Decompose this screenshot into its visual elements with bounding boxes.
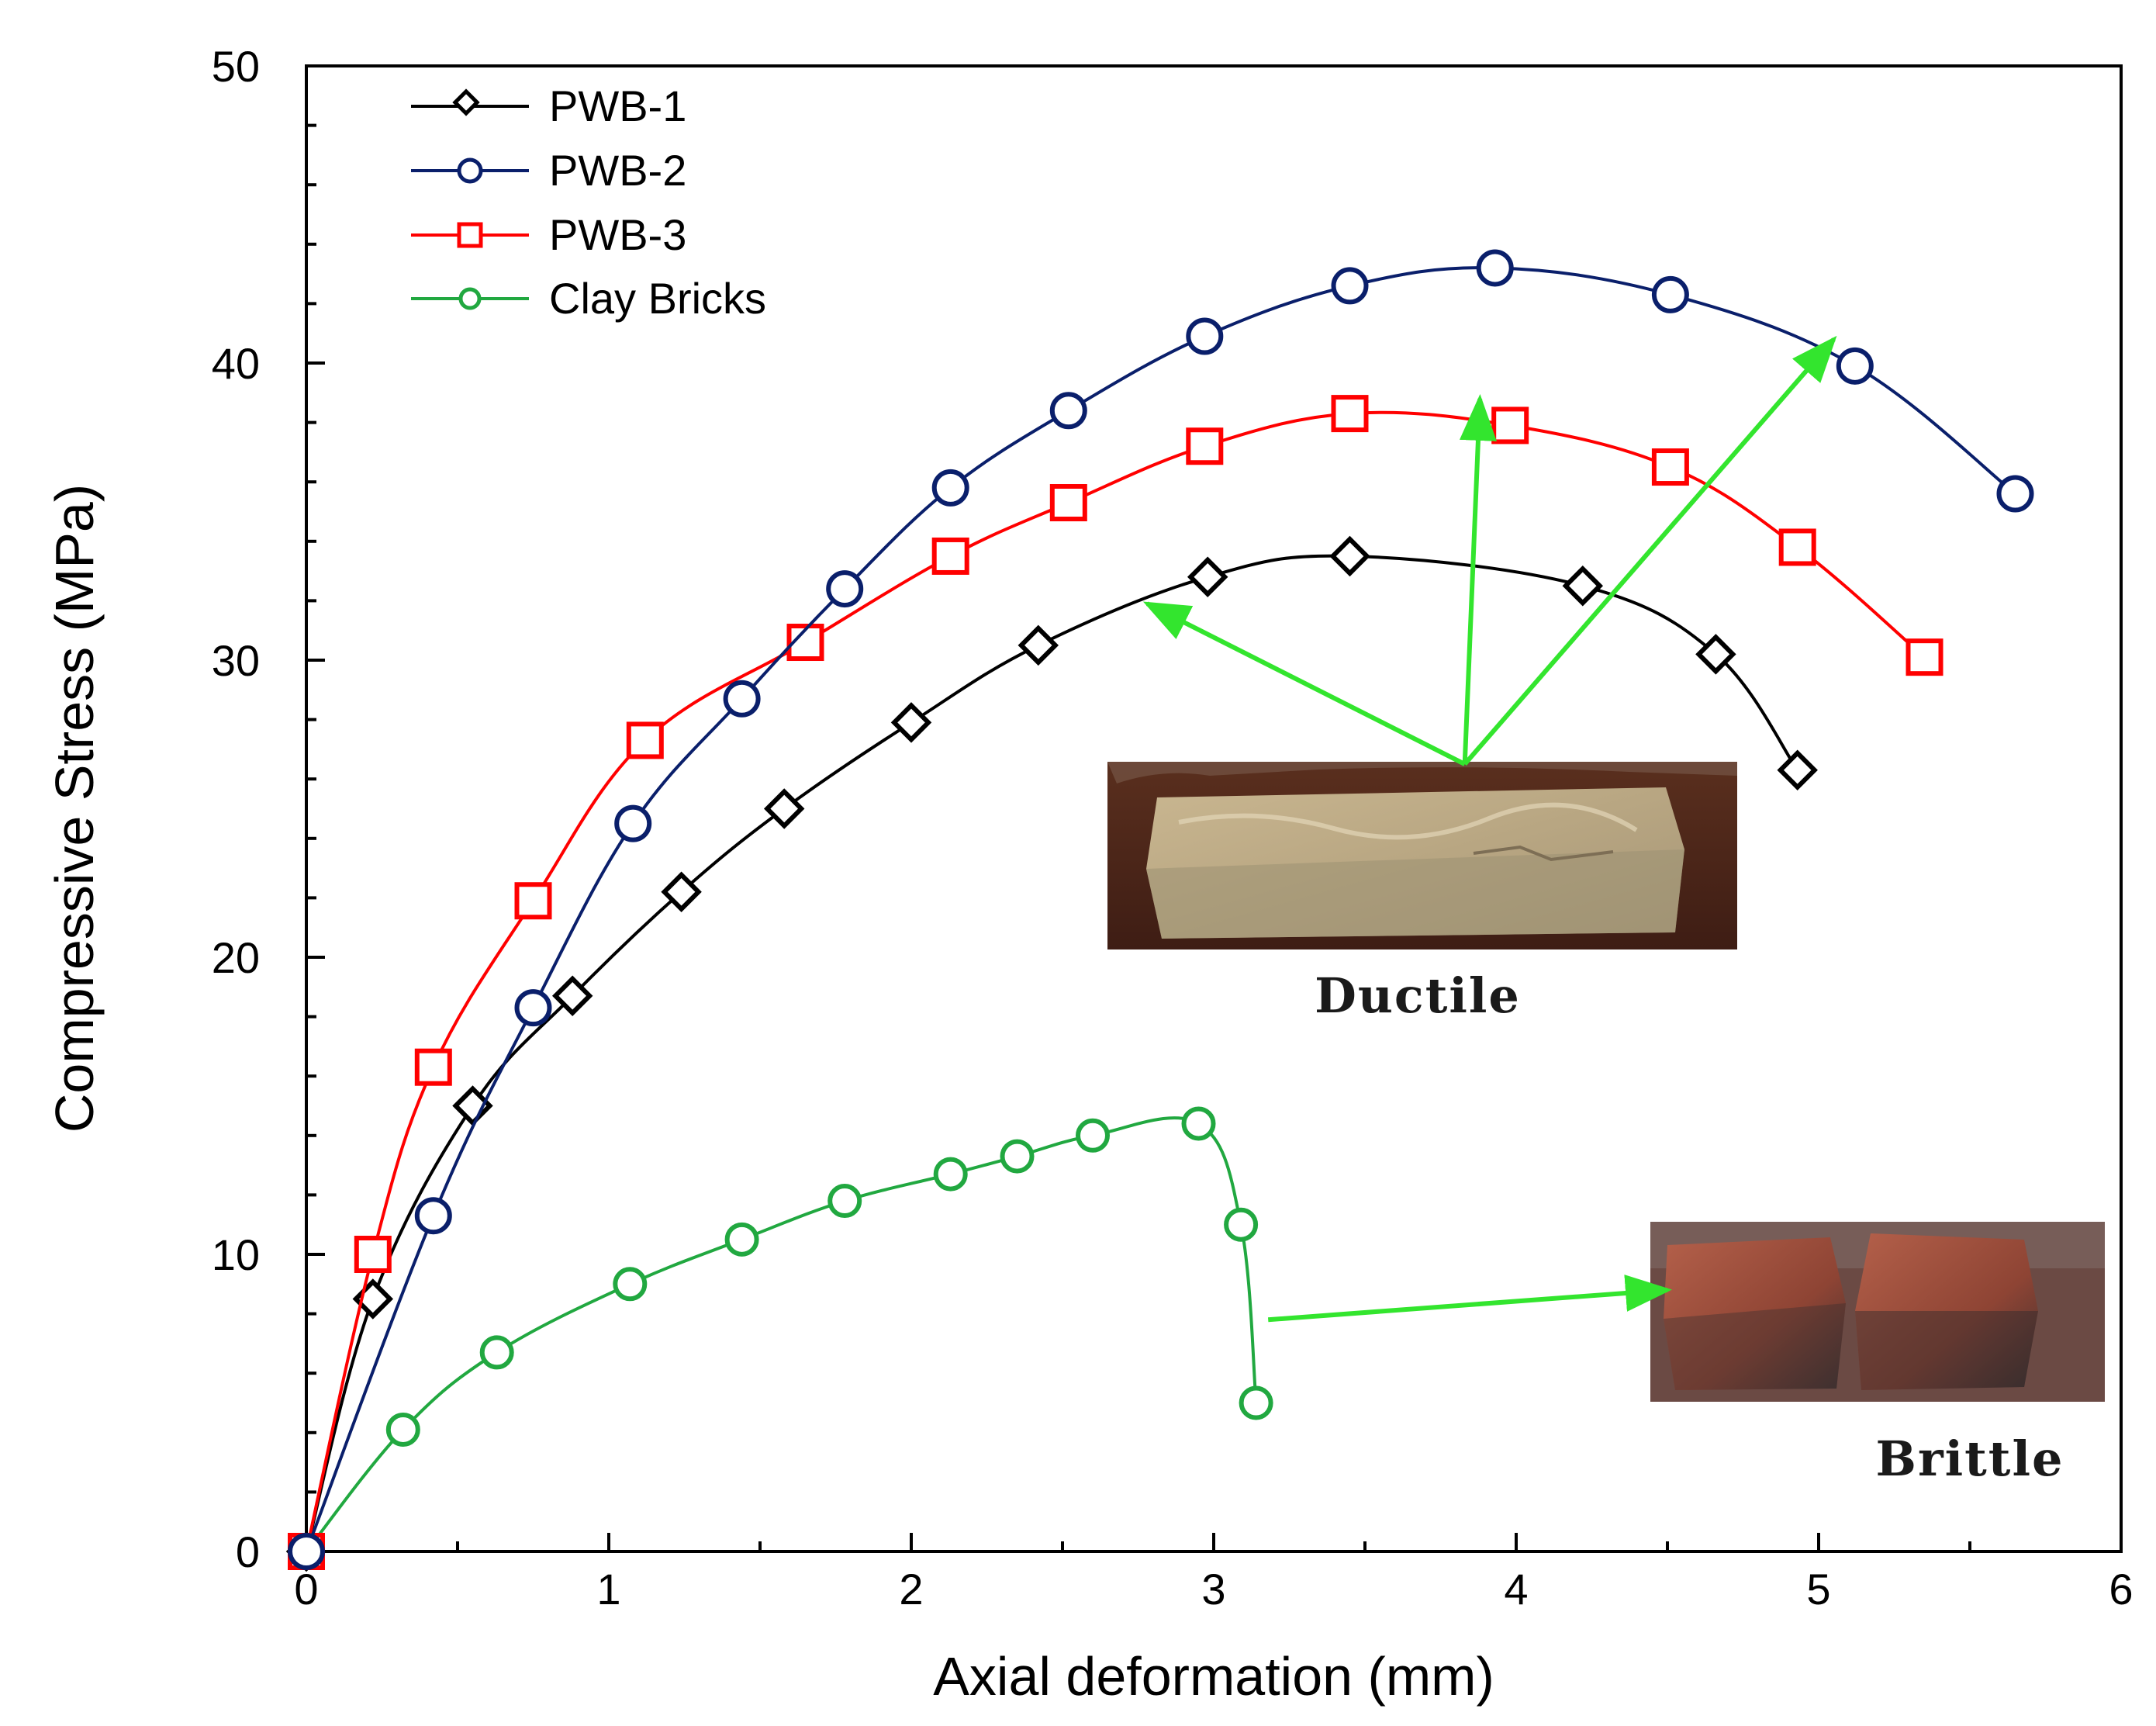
x-axis-title: Axial deformation (mm) <box>933 1646 1494 1707</box>
data-point-pwb-3 <box>931 537 969 575</box>
data-point-pwb-1 <box>1777 749 1818 790</box>
data-point-pwb-2 <box>614 804 652 842</box>
legend-label-pwb-3: PWB-3 <box>549 210 686 259</box>
data-point-pwb-2 <box>826 570 864 608</box>
legend-item-pwb-2: PWB-2 <box>411 146 686 195</box>
series-pwb-1 <box>285 535 1818 1572</box>
data-point-pwb-1 <box>890 702 932 743</box>
data-point-pwb-3 <box>354 1236 392 1273</box>
data-point-pwb-1 <box>763 788 805 829</box>
data-point-clay-bricks <box>385 1412 420 1447</box>
data-point-pwb-2 <box>1996 475 2034 513</box>
y-tick-label-20: 20 <box>212 933 260 982</box>
x-tick-label-0: 0 <box>294 1565 318 1614</box>
x-tick-label-5: 5 <box>1806 1565 1830 1614</box>
data-point-clay-bricks <box>828 1184 862 1219</box>
annotation-arrow-4 <box>1267 1275 1672 1323</box>
data-point-pwb-2 <box>1331 267 1369 305</box>
data-point-pwb-3 <box>414 1048 452 1086</box>
y-tick-labels: 0 10 20 30 40 50 <box>212 42 260 1576</box>
data-point-pwb-3 <box>1186 427 1224 465</box>
data-point-pwb-1 <box>1562 566 1604 607</box>
annotation-arrow-1 <box>1142 601 1467 766</box>
series-line-clay-bricks <box>305 1116 1258 1553</box>
data-point-pwb-1 <box>452 1085 493 1126</box>
data-point-pwb-2 <box>1836 347 1874 385</box>
y-tick-label-50: 50 <box>212 42 260 91</box>
x-tick-label-3: 3 <box>1201 1565 1225 1614</box>
data-point-pwb-1 <box>1018 624 1059 666</box>
data-point-pwb-1 <box>551 975 593 1017</box>
legend-item-clay-bricks: Clay Bricks <box>411 274 766 323</box>
annotation-layer <box>1142 335 1837 1323</box>
data-point-pwb-2 <box>514 989 552 1027</box>
data-point-clay-bricks <box>1224 1207 1259 1242</box>
series-clay-bricks <box>289 1106 1273 1569</box>
x-tick-label-6: 6 <box>2109 1565 2133 1614</box>
data-point-pwb-1 <box>1695 634 1736 675</box>
ductile-brick-photo <box>1107 762 1737 949</box>
data-point-pwb-2 <box>1186 317 1224 355</box>
annotation-arrow-3 <box>1463 335 1837 766</box>
brittle-brick-photo <box>1650 1222 2105 1402</box>
annotation-arrow-2 <box>1459 393 1497 765</box>
legend-item-pwb-1: PWB-1 <box>411 81 686 130</box>
y-tick-label-10: 10 <box>212 1230 260 1279</box>
y-axis-title: Compressive Stress (MPa) <box>44 484 105 1133</box>
legend-label-pwb-1: PWB-1 <box>549 81 686 130</box>
data-point-clay-bricks <box>724 1222 759 1257</box>
axis-ticks <box>305 64 2123 1553</box>
data-point-pwb-3 <box>514 882 552 920</box>
data-point-pwb-2 <box>414 1197 452 1235</box>
legend-item-pwb-3: PWB-3 <box>411 210 686 259</box>
data-point-pwb-3 <box>1049 484 1087 522</box>
data-point-pwb-3 <box>1651 448 1689 486</box>
x-tick-label-1: 1 <box>596 1565 620 1614</box>
data-point-clay-bricks <box>1000 1139 1035 1174</box>
data-point-clay-bricks <box>1181 1106 1216 1141</box>
data-point-clay-bricks <box>1076 1118 1110 1153</box>
series-pwb-2 <box>288 249 2034 1570</box>
legend-label-clay-bricks: Clay Bricks <box>549 274 766 323</box>
data-point-pwb-1 <box>1329 535 1370 577</box>
data-point-pwb-3 <box>1491 406 1529 444</box>
y-tick-label-40: 40 <box>212 339 260 388</box>
data-point-pwb-3 <box>1331 395 1369 433</box>
x-tick-label-4: 4 <box>1504 1565 1528 1614</box>
x-tick-labels: 0 1 2 3 4 5 6 <box>294 1565 2133 1614</box>
legend: PWB-1 PWB-2 PWB-3 Clay Bricks <box>411 81 766 323</box>
data-point-pwb-1 <box>1187 556 1228 598</box>
data-point-pwb-3 <box>626 721 664 759</box>
series-line-pwb-1 <box>305 554 1799 1552</box>
data-point-clay-bricks <box>933 1157 968 1192</box>
data-point-pwb-1 <box>661 871 702 912</box>
data-point-pwb-2 <box>1651 275 1689 313</box>
data-point-pwb-2 <box>1476 249 1514 287</box>
brittle-caption: Brittle <box>1876 1430 2064 1487</box>
data-point-clay-bricks <box>1239 1385 1273 1420</box>
data-point-pwb-2 <box>931 469 969 507</box>
data-point-pwb-3 <box>1778 528 1816 566</box>
data-point-pwb-2 <box>723 680 761 718</box>
data-point-clay-bricks <box>613 1267 648 1302</box>
x-tick-label-2: 2 <box>899 1565 923 1614</box>
y-tick-label-30: 30 <box>212 636 260 685</box>
data-point-clay-bricks <box>479 1335 514 1370</box>
data-point-pwb-2 <box>1049 392 1087 430</box>
data-point-pwb-2 <box>288 1533 325 1570</box>
ductile-caption: Ductile <box>1315 967 1521 1024</box>
data-point-pwb-3 <box>1906 638 1944 676</box>
y-tick-label-0: 0 <box>236 1527 260 1576</box>
legend-label-pwb-2: PWB-2 <box>549 146 686 195</box>
